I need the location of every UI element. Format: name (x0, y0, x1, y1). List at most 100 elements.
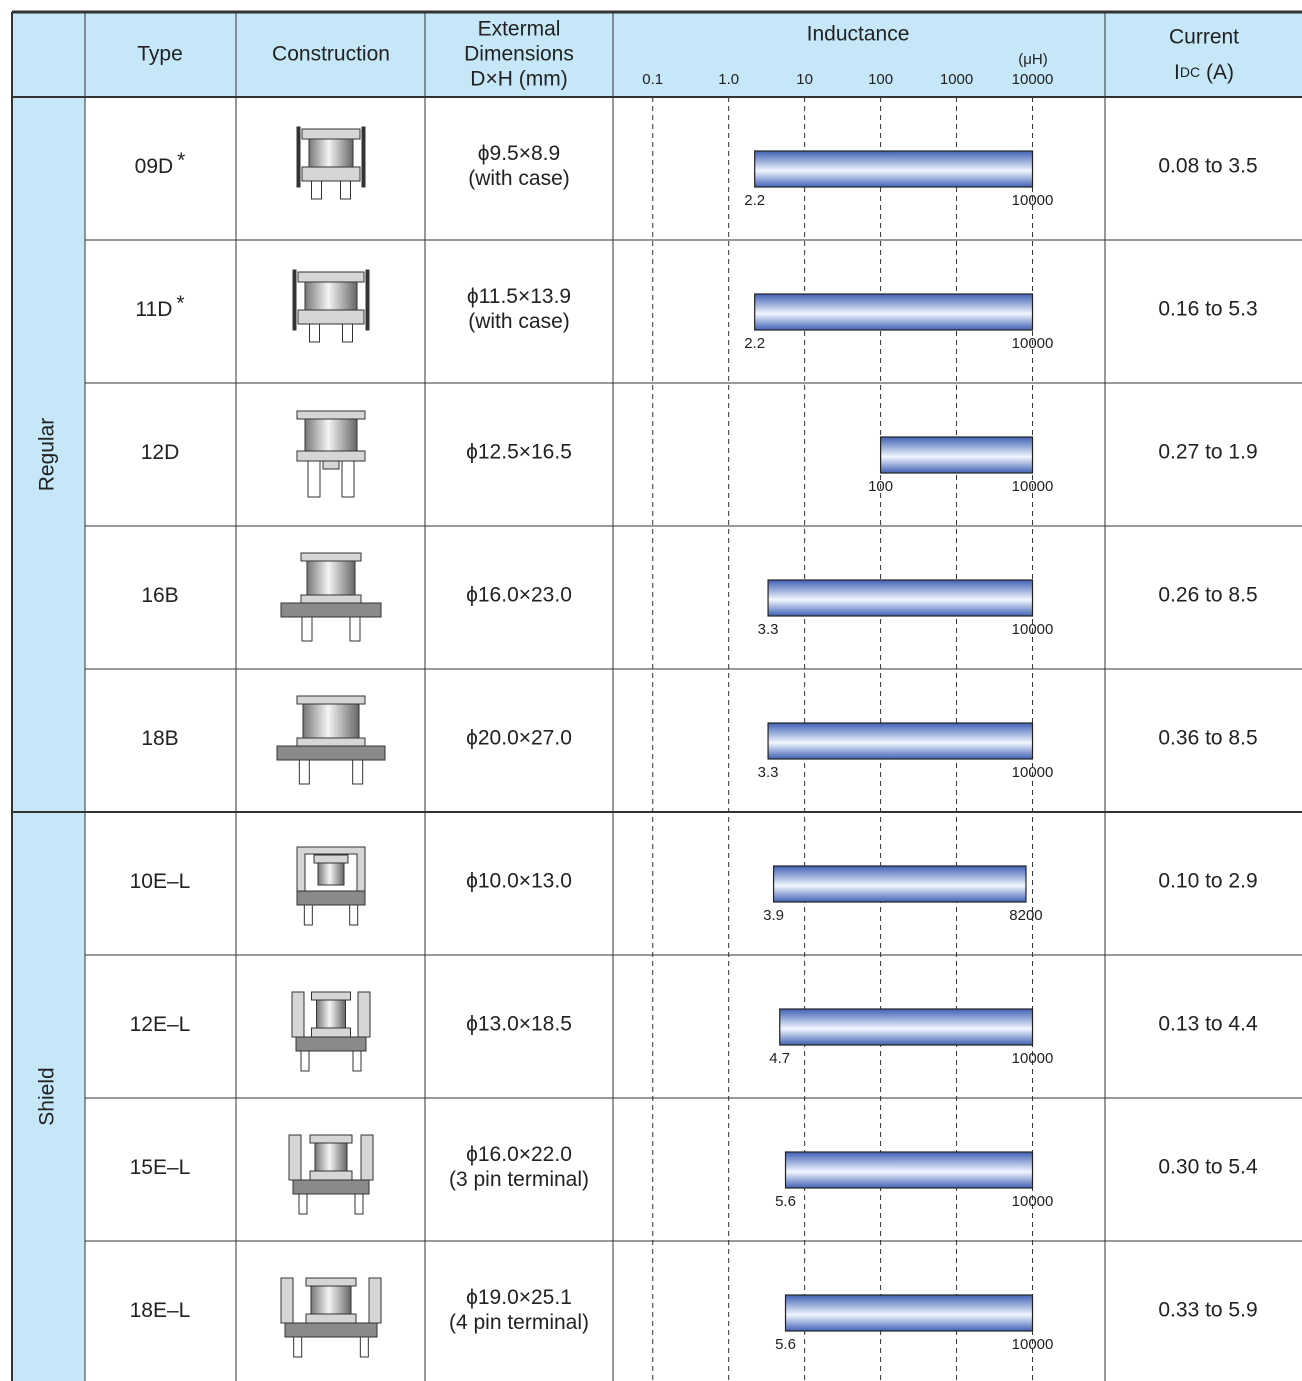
type: 15E–L (130, 1156, 191, 1179)
icon-part (292, 1179, 370, 1195)
icon-part (365, 269, 370, 331)
inductance-max: 10000 (1012, 1050, 1054, 1067)
current: 0.26 to 8.5 (1158, 584, 1257, 607)
header-dimensions: D×H (mm) (470, 68, 567, 91)
icon-part (280, 1277, 294, 1324)
type: 09D (135, 155, 174, 178)
current: 0.13 to 4.4 (1158, 1013, 1258, 1036)
icon-part (305, 1313, 357, 1324)
inductance-bar (754, 293, 1034, 331)
inductance-min: 4.7 (769, 1050, 790, 1067)
x-tick-label: 1.0 (718, 71, 739, 88)
group-label: Regular (36, 418, 59, 492)
inductance-bar (767, 722, 1034, 760)
header-background (12, 12, 1302, 97)
icon-part (304, 281, 358, 311)
x-tick-label: 0.1 (642, 71, 663, 88)
icon-part (298, 1193, 308, 1215)
dimensions: ϕ9.5×8.9 (478, 142, 560, 165)
icon-part (288, 1134, 302, 1181)
inductance-min: 2.2 (744, 335, 765, 352)
icon-part (322, 460, 340, 470)
type-cell: 09D * (135, 149, 186, 178)
icon-part (308, 138, 354, 168)
inductance-bar (784, 1151, 1034, 1189)
symbol: I (1174, 61, 1180, 84)
x-tick-label: 10 (796, 71, 813, 88)
icon-part (296, 126, 301, 188)
header-construction: Construction (272, 43, 390, 66)
icon-part (361, 126, 366, 188)
current: 0.16 to 5.3 (1158, 298, 1257, 321)
current: 0.33 to 5.9 (1158, 1299, 1257, 1322)
inductance-max: 10000 (1012, 1336, 1054, 1353)
type: 11D (135, 298, 172, 321)
dimensions: ϕ20.0×27.0 (466, 727, 572, 750)
type: 18B (141, 727, 178, 750)
inductance-min: 5.6 (775, 1336, 796, 1353)
type-cell: 18E–L (130, 1299, 191, 1322)
icon-part (305, 1277, 357, 1287)
icon-part (309, 1134, 353, 1144)
type-mark: * (176, 292, 184, 315)
inductance-bar (784, 1294, 1034, 1332)
icon-part (300, 594, 362, 604)
icon-part (284, 1322, 378, 1338)
group-column-background (12, 97, 85, 1381)
icon-part (302, 703, 360, 739)
icon-part (311, 991, 351, 1001)
icon-part (301, 616, 313, 642)
icon-part (352, 759, 364, 785)
icon-part (306, 560, 356, 596)
current: 0.08 to 3.5 (1158, 155, 1257, 178)
icon-part (313, 854, 349, 864)
type: 10E–L (130, 870, 191, 893)
inductance-min: 3.9 (763, 907, 784, 924)
dimensions: (with case) (468, 310, 570, 333)
subscript: DC (1180, 64, 1200, 80)
x-tick-label: 10000 (1012, 71, 1054, 88)
dimensions: ϕ16.0×22.0 (466, 1143, 572, 1166)
icon-part (368, 1277, 382, 1324)
icon-part (296, 450, 366, 462)
inductance-min: 3.3 (758, 764, 779, 781)
type-cell: 11D * (135, 292, 184, 321)
icon-part (342, 323, 353, 343)
type: 18E–L (130, 1299, 191, 1322)
type-cell: 18B (141, 727, 178, 750)
inductance-max: 10000 (1012, 335, 1054, 352)
header-current: Current (1169, 26, 1239, 49)
inductance-bar (879, 436, 1034, 474)
icon-part (341, 460, 355, 498)
icon-part (296, 695, 366, 705)
inductance-bar (779, 1008, 1034, 1046)
inductance-min: 3.3 (758, 621, 779, 638)
header-dimensions: Dimensions (464, 43, 574, 66)
dimensions: (with case) (468, 167, 570, 190)
dimensions: ϕ11.5×13.9 (467, 285, 571, 308)
icon-part (297, 309, 365, 325)
inductance-unit: (μH) (1018, 51, 1047, 68)
dimensions: ϕ10.0×13.0 (466, 870, 572, 893)
icon-part (304, 418, 358, 452)
icon-part (316, 999, 346, 1029)
header-inductance: Inductance (807, 23, 910, 46)
icon-part (317, 862, 345, 886)
current: 0.30 to 5.4 (1158, 1156, 1258, 1179)
icon-part (296, 410, 366, 420)
current: 0.36 to 8.5 (1158, 727, 1257, 750)
type-cell: 12E–L (130, 1013, 191, 1036)
icon-part (298, 759, 310, 785)
icon-part (309, 1170, 353, 1181)
icon-part (276, 745, 386, 761)
header-current-unit: IDC (A) (1174, 61, 1234, 84)
group-label: Shield (36, 1067, 59, 1125)
icon-part (301, 128, 361, 140)
icon-part (340, 180, 351, 200)
dimensions: (4 pin terminal) (449, 1311, 589, 1334)
header-dimensions: Extermal (478, 18, 561, 41)
inductance-bar (772, 865, 1027, 903)
type-mark: * (177, 149, 185, 172)
inductance-max: 10000 (1012, 621, 1054, 638)
